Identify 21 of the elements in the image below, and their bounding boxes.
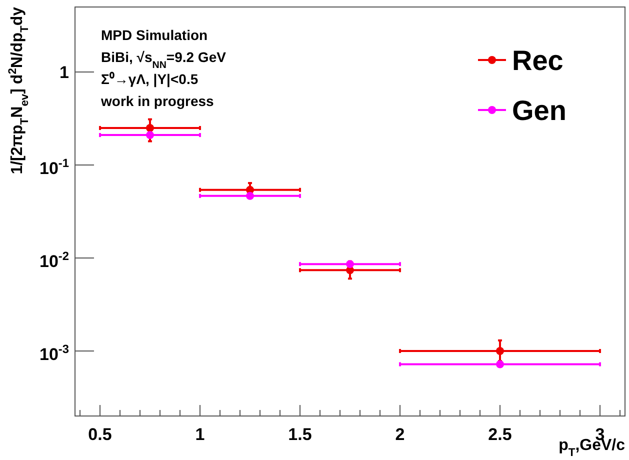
legend-label: Gen [512, 95, 566, 126]
legend-label: Rec [512, 45, 564, 76]
y-tick-label: 10$^{-2}$ [40, 249, 70, 271]
annotation: work in progress [100, 93, 214, 109]
x-tick-label: 2 [395, 425, 405, 444]
x-tick-label: 2.5 [488, 425, 512, 444]
x-tick-label: 0.5 [88, 425, 112, 444]
annotation: MPD Simulation [101, 27, 208, 43]
annotation: Σ⁰→γΛ, |Y|<0.5 [101, 71, 198, 88]
point [146, 131, 154, 140]
annotation: BiBi, √s$_{NN}$=9.2 GeV [101, 49, 227, 70]
point [496, 346, 504, 355]
point [146, 124, 154, 132]
y-tick-label: 1 [60, 63, 69, 82]
point [346, 260, 354, 268]
y-tick-label: 10$^{-3}$ [40, 342, 70, 364]
x-tick-label: 1.5 [288, 425, 312, 444]
point [246, 192, 254, 200]
point [496, 360, 504, 368]
x-tick-label: 1 [195, 425, 205, 444]
y-tick-label: 10$^{-1}$ [40, 156, 70, 178]
